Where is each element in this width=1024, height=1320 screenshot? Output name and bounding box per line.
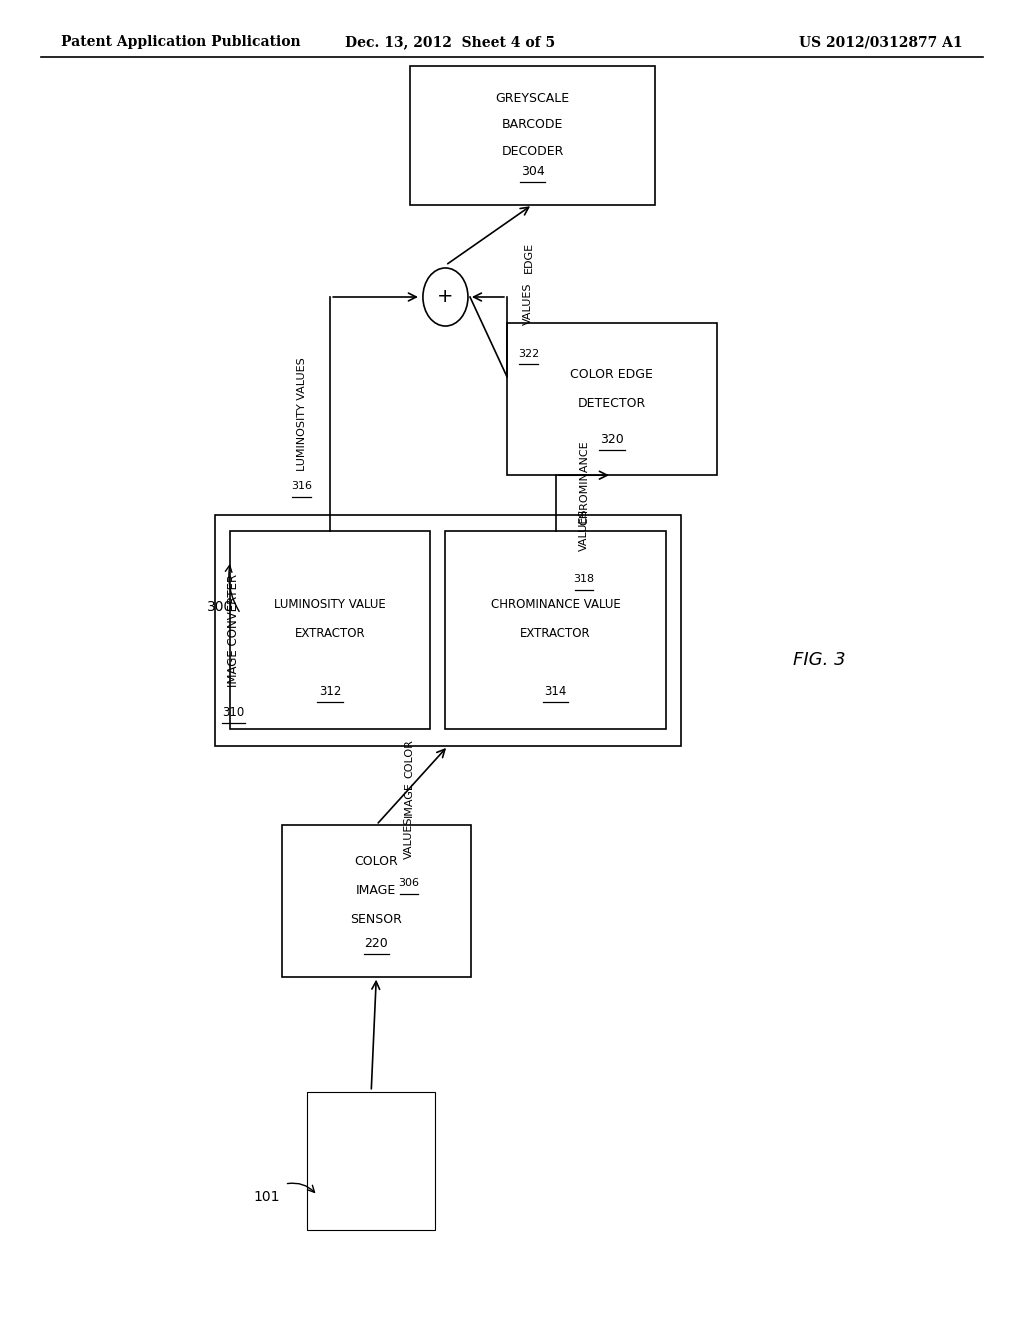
Text: DECODER: DECODER xyxy=(502,145,563,157)
Text: 314: 314 xyxy=(545,685,566,698)
Bar xyxy=(282,825,471,977)
Text: LUMINOSITY VALUES: LUMINOSITY VALUES xyxy=(297,356,306,471)
Text: US 2012/0312877 A1: US 2012/0312877 A1 xyxy=(799,36,963,49)
Bar xyxy=(215,515,681,746)
Text: IMAGE CONVERTER: IMAGE CONVERTER xyxy=(227,574,240,686)
Bar xyxy=(445,531,666,729)
Text: COLOR: COLOR xyxy=(404,739,414,779)
Text: CHROMINANCE VALUE: CHROMINANCE VALUE xyxy=(490,598,621,611)
Text: Patent Application Publication: Patent Application Publication xyxy=(61,36,301,49)
Text: 220: 220 xyxy=(365,937,388,950)
Bar xyxy=(339,1092,341,1230)
Circle shape xyxy=(423,268,468,326)
Text: EXTRACTOR: EXTRACTOR xyxy=(295,627,366,640)
Text: EDGE: EDGE xyxy=(523,242,534,273)
Text: 322: 322 xyxy=(518,348,539,359)
Bar xyxy=(349,1092,353,1230)
Text: COLOR: COLOR xyxy=(354,855,398,867)
Bar xyxy=(410,66,655,205)
Bar xyxy=(399,1092,401,1230)
Text: IMAGE: IMAGE xyxy=(356,884,396,896)
Bar xyxy=(421,1092,427,1230)
Bar xyxy=(373,1092,377,1230)
Text: 306: 306 xyxy=(398,878,420,888)
Text: DETECTOR: DETECTOR xyxy=(578,397,646,409)
Text: FIG. 3: FIG. 3 xyxy=(793,651,846,669)
Bar xyxy=(313,1092,317,1230)
Text: COLOR EDGE: COLOR EDGE xyxy=(570,368,653,380)
Text: IMAGE: IMAGE xyxy=(404,780,414,817)
Text: LUMINOSITY VALUE: LUMINOSITY VALUE xyxy=(274,598,386,611)
Text: 318: 318 xyxy=(573,574,595,585)
Text: SENSOR: SENSOR xyxy=(350,913,402,925)
Bar xyxy=(410,1092,414,1230)
Text: Dec. 13, 2012  Sheet 4 of 5: Dec. 13, 2012 Sheet 4 of 5 xyxy=(345,36,556,49)
Bar xyxy=(319,1092,322,1230)
Text: +: + xyxy=(437,288,454,306)
Bar xyxy=(307,1092,311,1230)
Bar xyxy=(429,1092,433,1230)
Bar xyxy=(230,531,430,729)
Bar xyxy=(364,1092,366,1230)
Text: CHROMINANCE: CHROMINANCE xyxy=(580,441,589,525)
Text: 320: 320 xyxy=(600,433,624,446)
Text: EXTRACTOR: EXTRACTOR xyxy=(520,627,591,640)
Bar xyxy=(393,1092,397,1230)
Bar xyxy=(326,1092,328,1230)
Bar xyxy=(307,1092,435,1230)
Bar xyxy=(415,1092,419,1230)
Text: 304: 304 xyxy=(520,165,545,178)
Bar xyxy=(385,1092,391,1230)
Bar xyxy=(406,1092,408,1230)
Bar xyxy=(343,1092,347,1230)
Text: VALUES: VALUES xyxy=(523,282,534,325)
Text: 312: 312 xyxy=(319,685,341,698)
Bar xyxy=(507,323,717,475)
Bar xyxy=(333,1092,335,1230)
Text: 310: 310 xyxy=(222,706,245,719)
Bar xyxy=(370,1092,371,1230)
Text: VALUES: VALUES xyxy=(404,817,414,859)
Text: GREYSCALE: GREYSCALE xyxy=(496,92,569,104)
Text: VALUES: VALUES xyxy=(580,508,589,550)
Text: 316: 316 xyxy=(291,482,312,491)
Bar xyxy=(379,1092,383,1230)
Bar xyxy=(355,1092,357,1230)
Text: 300: 300 xyxy=(207,601,233,614)
Text: 101: 101 xyxy=(253,1191,280,1204)
Text: BARCODE: BARCODE xyxy=(502,119,563,131)
